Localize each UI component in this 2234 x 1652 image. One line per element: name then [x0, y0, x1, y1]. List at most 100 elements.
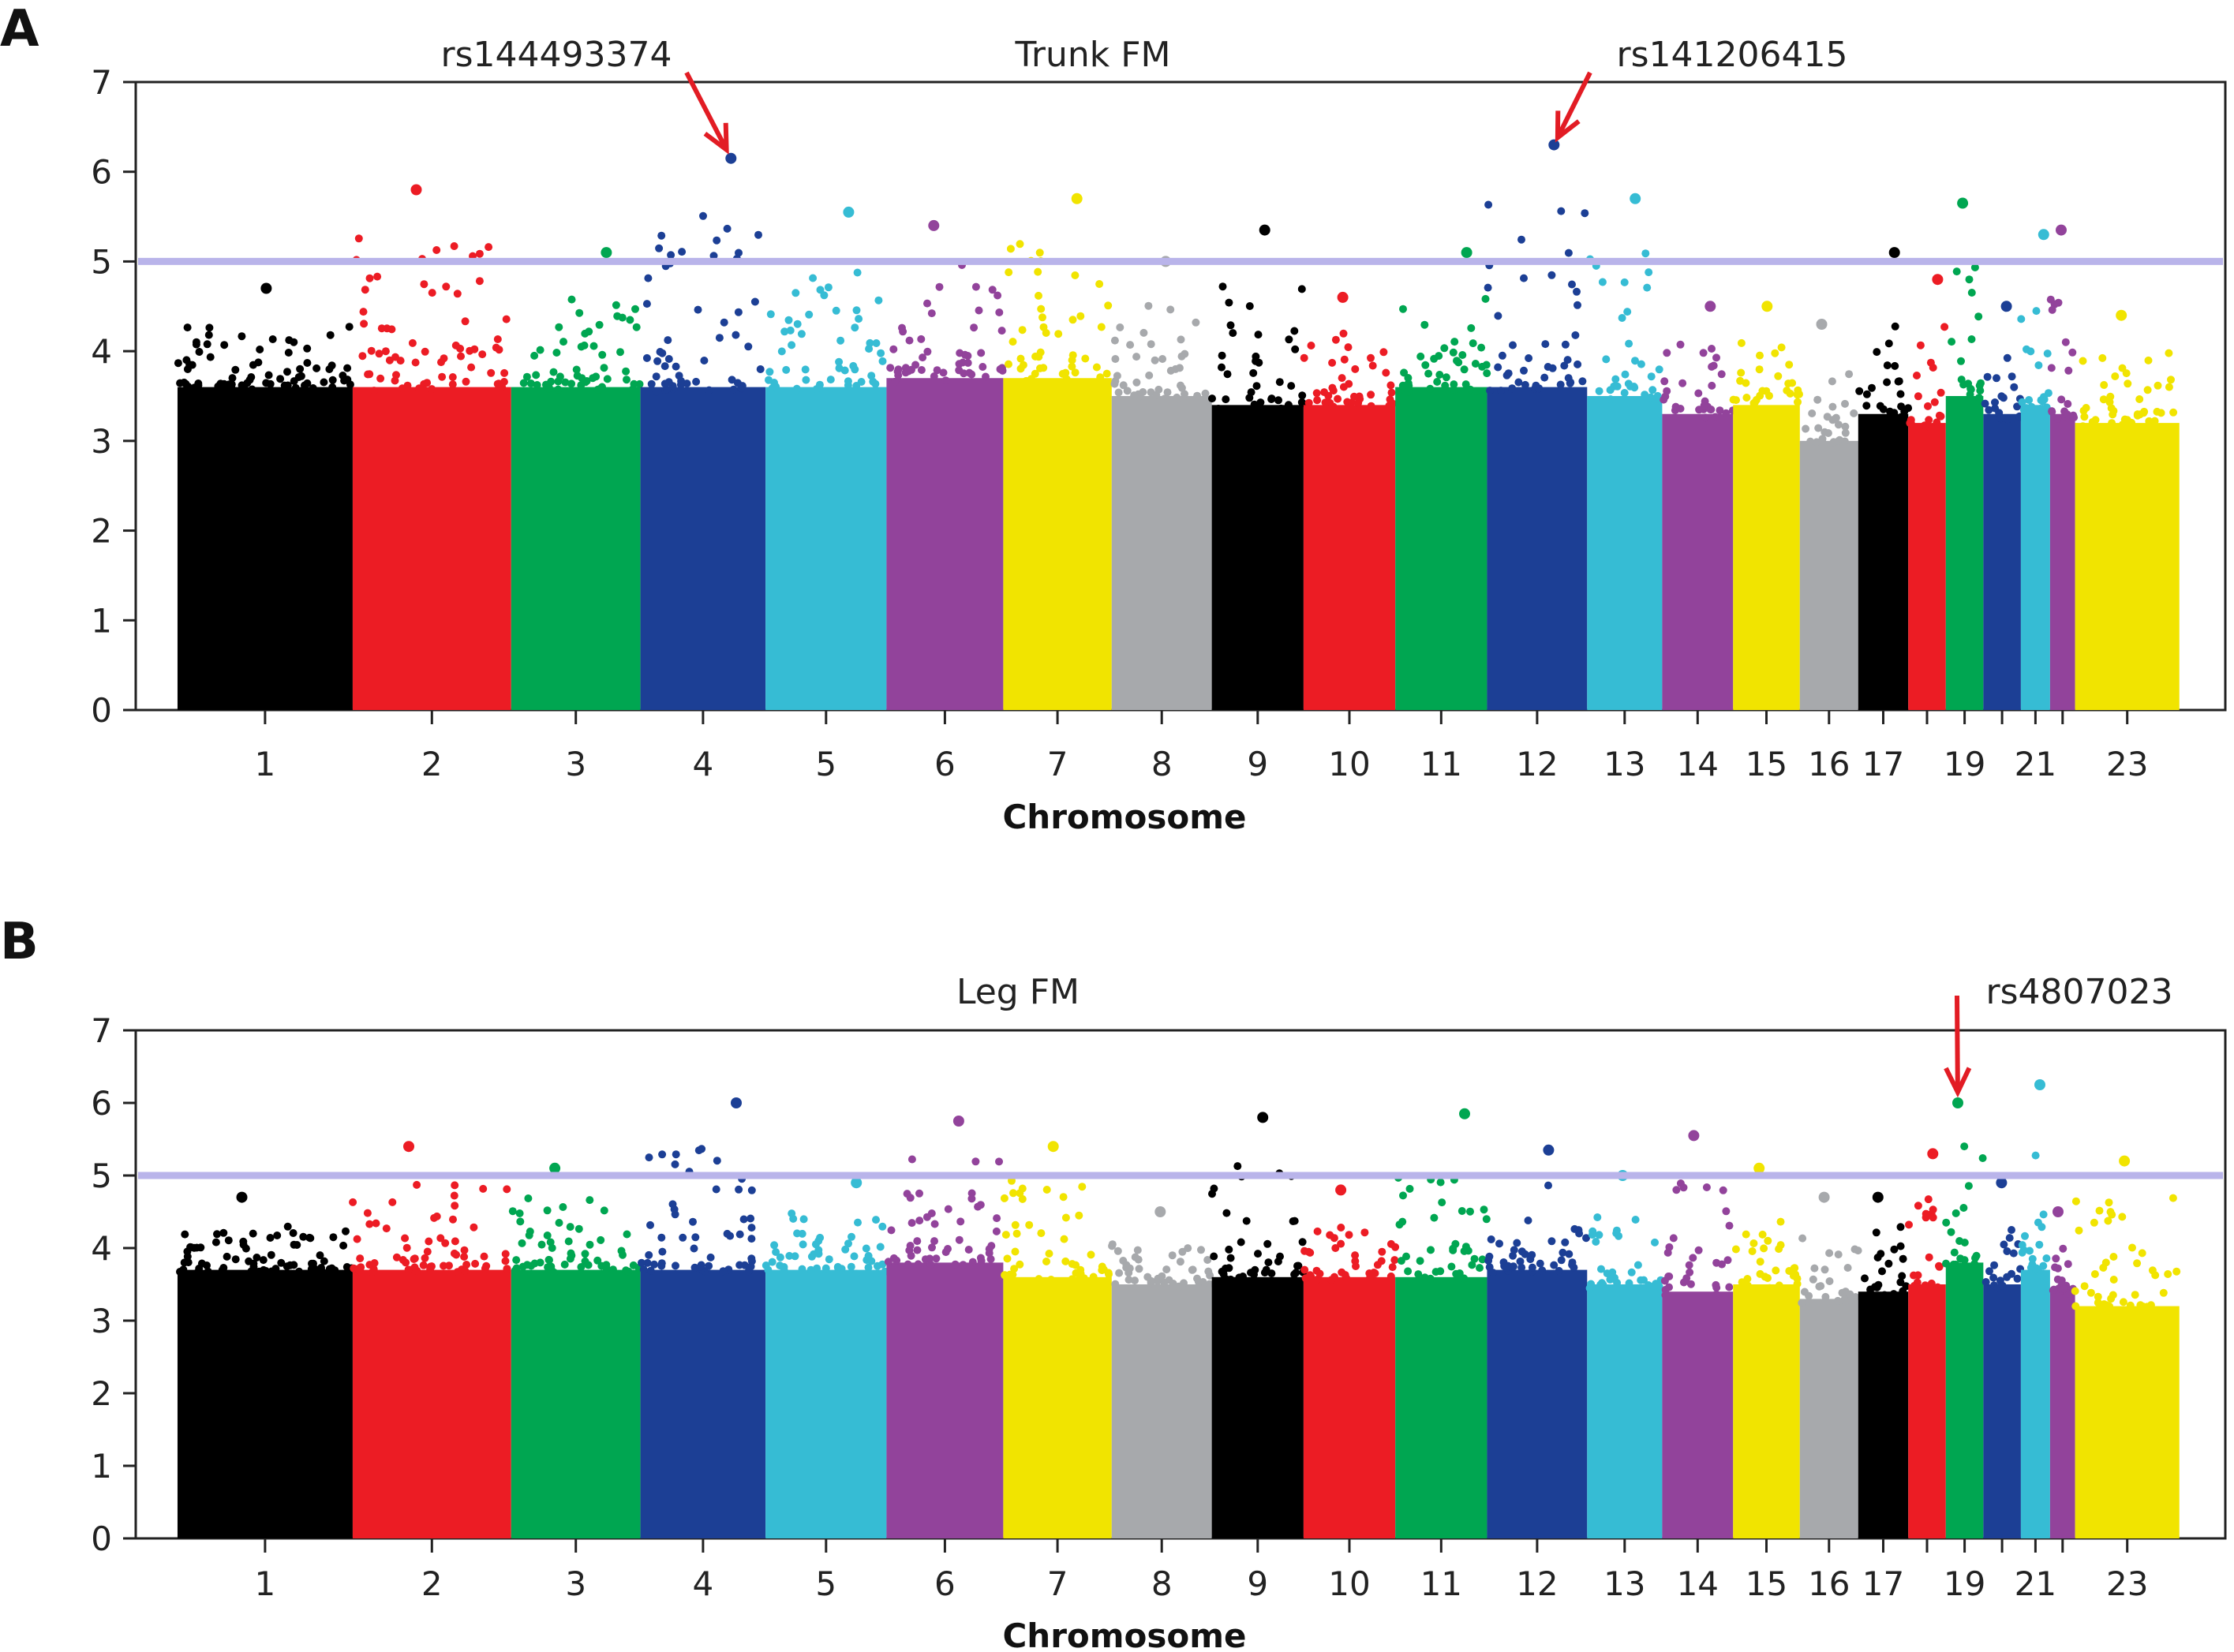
snp-point-b	[1905, 1220, 1913, 1229]
snp-point-b	[1460, 1274, 1469, 1283]
snp-point-b	[2136, 1301, 2145, 1310]
chromosome-2-body-a	[352, 387, 511, 710]
snp-point-a	[495, 379, 503, 388]
snp-point-b	[1834, 1296, 1842, 1305]
chromosome-14-block-a	[1660, 301, 1737, 710]
chromosome-7-top-snp-a	[1071, 192, 1083, 204]
snp-point-a	[593, 385, 602, 394]
snp-point-b	[1743, 1281, 1752, 1290]
snp-point-a	[1223, 370, 1232, 379]
snp-point-a	[1298, 391, 1307, 400]
snp-point-a	[623, 376, 631, 384]
snp-point-b	[1312, 1276, 1321, 1284]
snp-point-b	[1595, 1231, 1603, 1239]
snp-point-b	[793, 1229, 802, 1238]
snp-point-a	[2057, 395, 2066, 404]
snp-point-a	[297, 372, 305, 380]
snp-point-b	[1798, 1234, 1807, 1243]
snp-point-a	[971, 282, 980, 291]
snp-point-a	[2167, 376, 2175, 384]
snp-point-b	[1798, 1299, 1806, 1307]
x-tick-label-a: 10	[1328, 745, 1370, 783]
snp-point-b	[1476, 1264, 1484, 1273]
snp-point-a	[1991, 404, 2000, 413]
snp-point-b	[1502, 1263, 1510, 1272]
snp-point-a	[723, 224, 732, 233]
snp-point-a	[2032, 307, 2041, 316]
snp-point-b	[388, 1198, 397, 1206]
snp-point-b	[2109, 1276, 2118, 1284]
snp-point-a	[677, 377, 686, 385]
snp-point-b	[691, 1233, 700, 1242]
snp-point-a	[941, 376, 950, 385]
snp-point-b	[1689, 1254, 1697, 1262]
snp-point-b	[224, 1236, 233, 1245]
snp-point-b	[1955, 1237, 1964, 1245]
snp-point-a	[1277, 404, 1285, 413]
snp-point-b	[2019, 1246, 2028, 1254]
snp-point-a	[1193, 391, 1202, 400]
snp-point-a	[2135, 395, 2144, 403]
snp-point-b	[1568, 1261, 1577, 1269]
snp-point-b	[1464, 1246, 1472, 1255]
snp-point-a	[1708, 381, 1716, 390]
chromosome-22-block-b	[2049, 1206, 2077, 1538]
snp-point-b	[1748, 1247, 1757, 1255]
snp-point-b	[1821, 1292, 1830, 1301]
chromosome-21-block-a	[2017, 229, 2053, 710]
snp-point-a	[1420, 320, 1429, 329]
snp-point-a	[1081, 354, 1090, 363]
snp-point-b	[747, 1262, 755, 1271]
snp-point-a	[187, 384, 196, 393]
chromosome-14-top-snp-b	[1688, 1130, 1700, 1142]
snp-point-a	[1248, 406, 1256, 414]
snp-point-a	[572, 365, 581, 374]
snp-point-a	[1287, 382, 1296, 391]
snp-point-b	[241, 1244, 250, 1253]
snp-point-b	[543, 1206, 552, 1215]
snp-point-a	[1498, 351, 1506, 360]
snp-point-a	[642, 300, 651, 308]
snp-point-a	[182, 356, 191, 364]
snp-point-a	[1416, 352, 1425, 361]
annotation-arrow-head	[1944, 1067, 1972, 1098]
snp-point-a	[672, 362, 680, 371]
snp-point-a	[283, 368, 291, 376]
x-tick-label-a: 4	[693, 745, 714, 783]
snp-point-a	[1110, 379, 1119, 388]
snp-point-b	[267, 1250, 275, 1259]
snp-point-a	[626, 316, 634, 324]
snp-point-b	[460, 1253, 469, 1261]
snp-point-a	[1037, 305, 1046, 313]
chromosome-22-body-a	[2049, 413, 2075, 710]
snp-point-a	[836, 336, 845, 345]
snp-point-b	[1480, 1205, 1488, 1214]
snp-point-b	[1395, 1220, 1404, 1229]
snp-point-b	[705, 1261, 713, 1270]
snp-point-a	[1974, 312, 1983, 321]
snp-point-b	[1003, 1254, 1012, 1263]
snp-point-a	[1297, 285, 1306, 293]
snp-point-a	[1560, 361, 1569, 370]
snp-point-a	[1904, 404, 1913, 413]
snp-point-b	[747, 1254, 756, 1263]
snp-point-a	[1247, 388, 1255, 397]
snp-point-a	[1225, 298, 1233, 307]
snp-point-a	[1494, 312, 1502, 320]
snp-point-a	[699, 211, 707, 220]
snp-point-b	[650, 1260, 658, 1269]
snp-point-b	[481, 1264, 489, 1273]
snp-point-b	[1927, 1279, 1936, 1288]
snp-point-b	[353, 1235, 361, 1243]
snp-point-a	[1386, 381, 1395, 390]
snp-point-b	[249, 1229, 257, 1238]
snp-point-b	[1205, 1280, 1214, 1288]
snp-point-a	[1130, 391, 1139, 400]
snp-point-b	[1517, 1247, 1526, 1256]
chromosome-18-top-snp-a	[1932, 274, 1944, 286]
snp-point-a	[1517, 235, 1525, 244]
snp-point-b	[577, 1263, 586, 1271]
snp-point-b	[1042, 1258, 1050, 1265]
snp-point-a	[2017, 315, 2026, 323]
snp-point-b	[179, 1265, 188, 1274]
